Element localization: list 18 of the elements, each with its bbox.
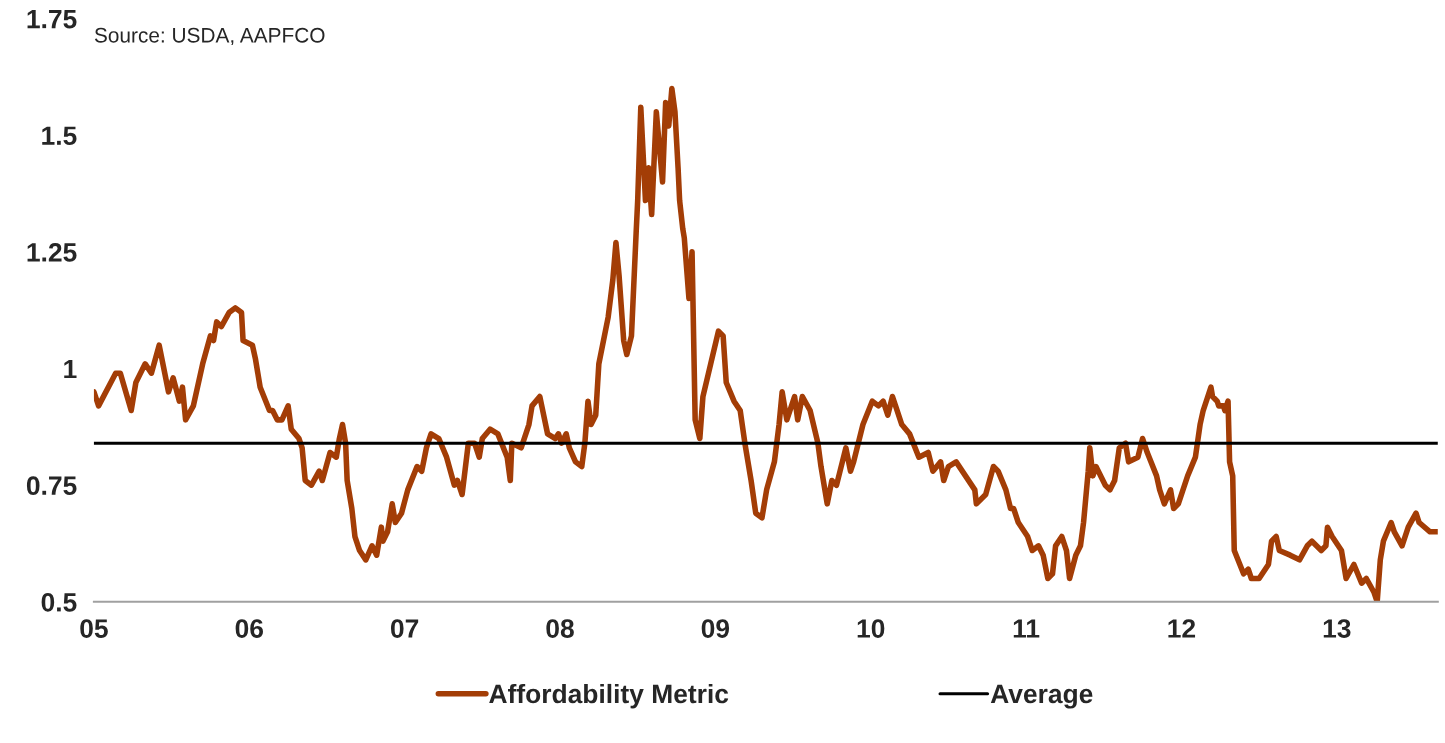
x-tick-label: 10: [857, 619, 885, 638]
y-tick-label: 0.5: [41, 592, 77, 612]
y-tick-label: 1.25: [27, 243, 77, 262]
x-tick-label: 05: [80, 619, 108, 638]
y-tick-label: 1.75: [27, 9, 77, 29]
legend-label: Affordability Metric: [489, 683, 729, 709]
annotation: Source: USDA, AAPFCO: [94, 27, 325, 46]
y-tick-label: 0.75: [26, 476, 77, 495]
x-tick-label: 13: [1323, 619, 1351, 638]
x-tick-label: 06: [235, 619, 264, 638]
x-tick-label: 09: [701, 619, 730, 638]
x-tick-label: 11: [1013, 619, 1040, 638]
legend-label: Average: [990, 684, 1093, 709]
x-tick-label: 08: [546, 619, 574, 638]
x-tick-label: 07: [391, 619, 419, 638]
y-tick-label: 1: [64, 359, 77, 379]
y-tick-label: 1.5: [42, 126, 77, 146]
x-tick-label: 12: [1168, 619, 1196, 638]
